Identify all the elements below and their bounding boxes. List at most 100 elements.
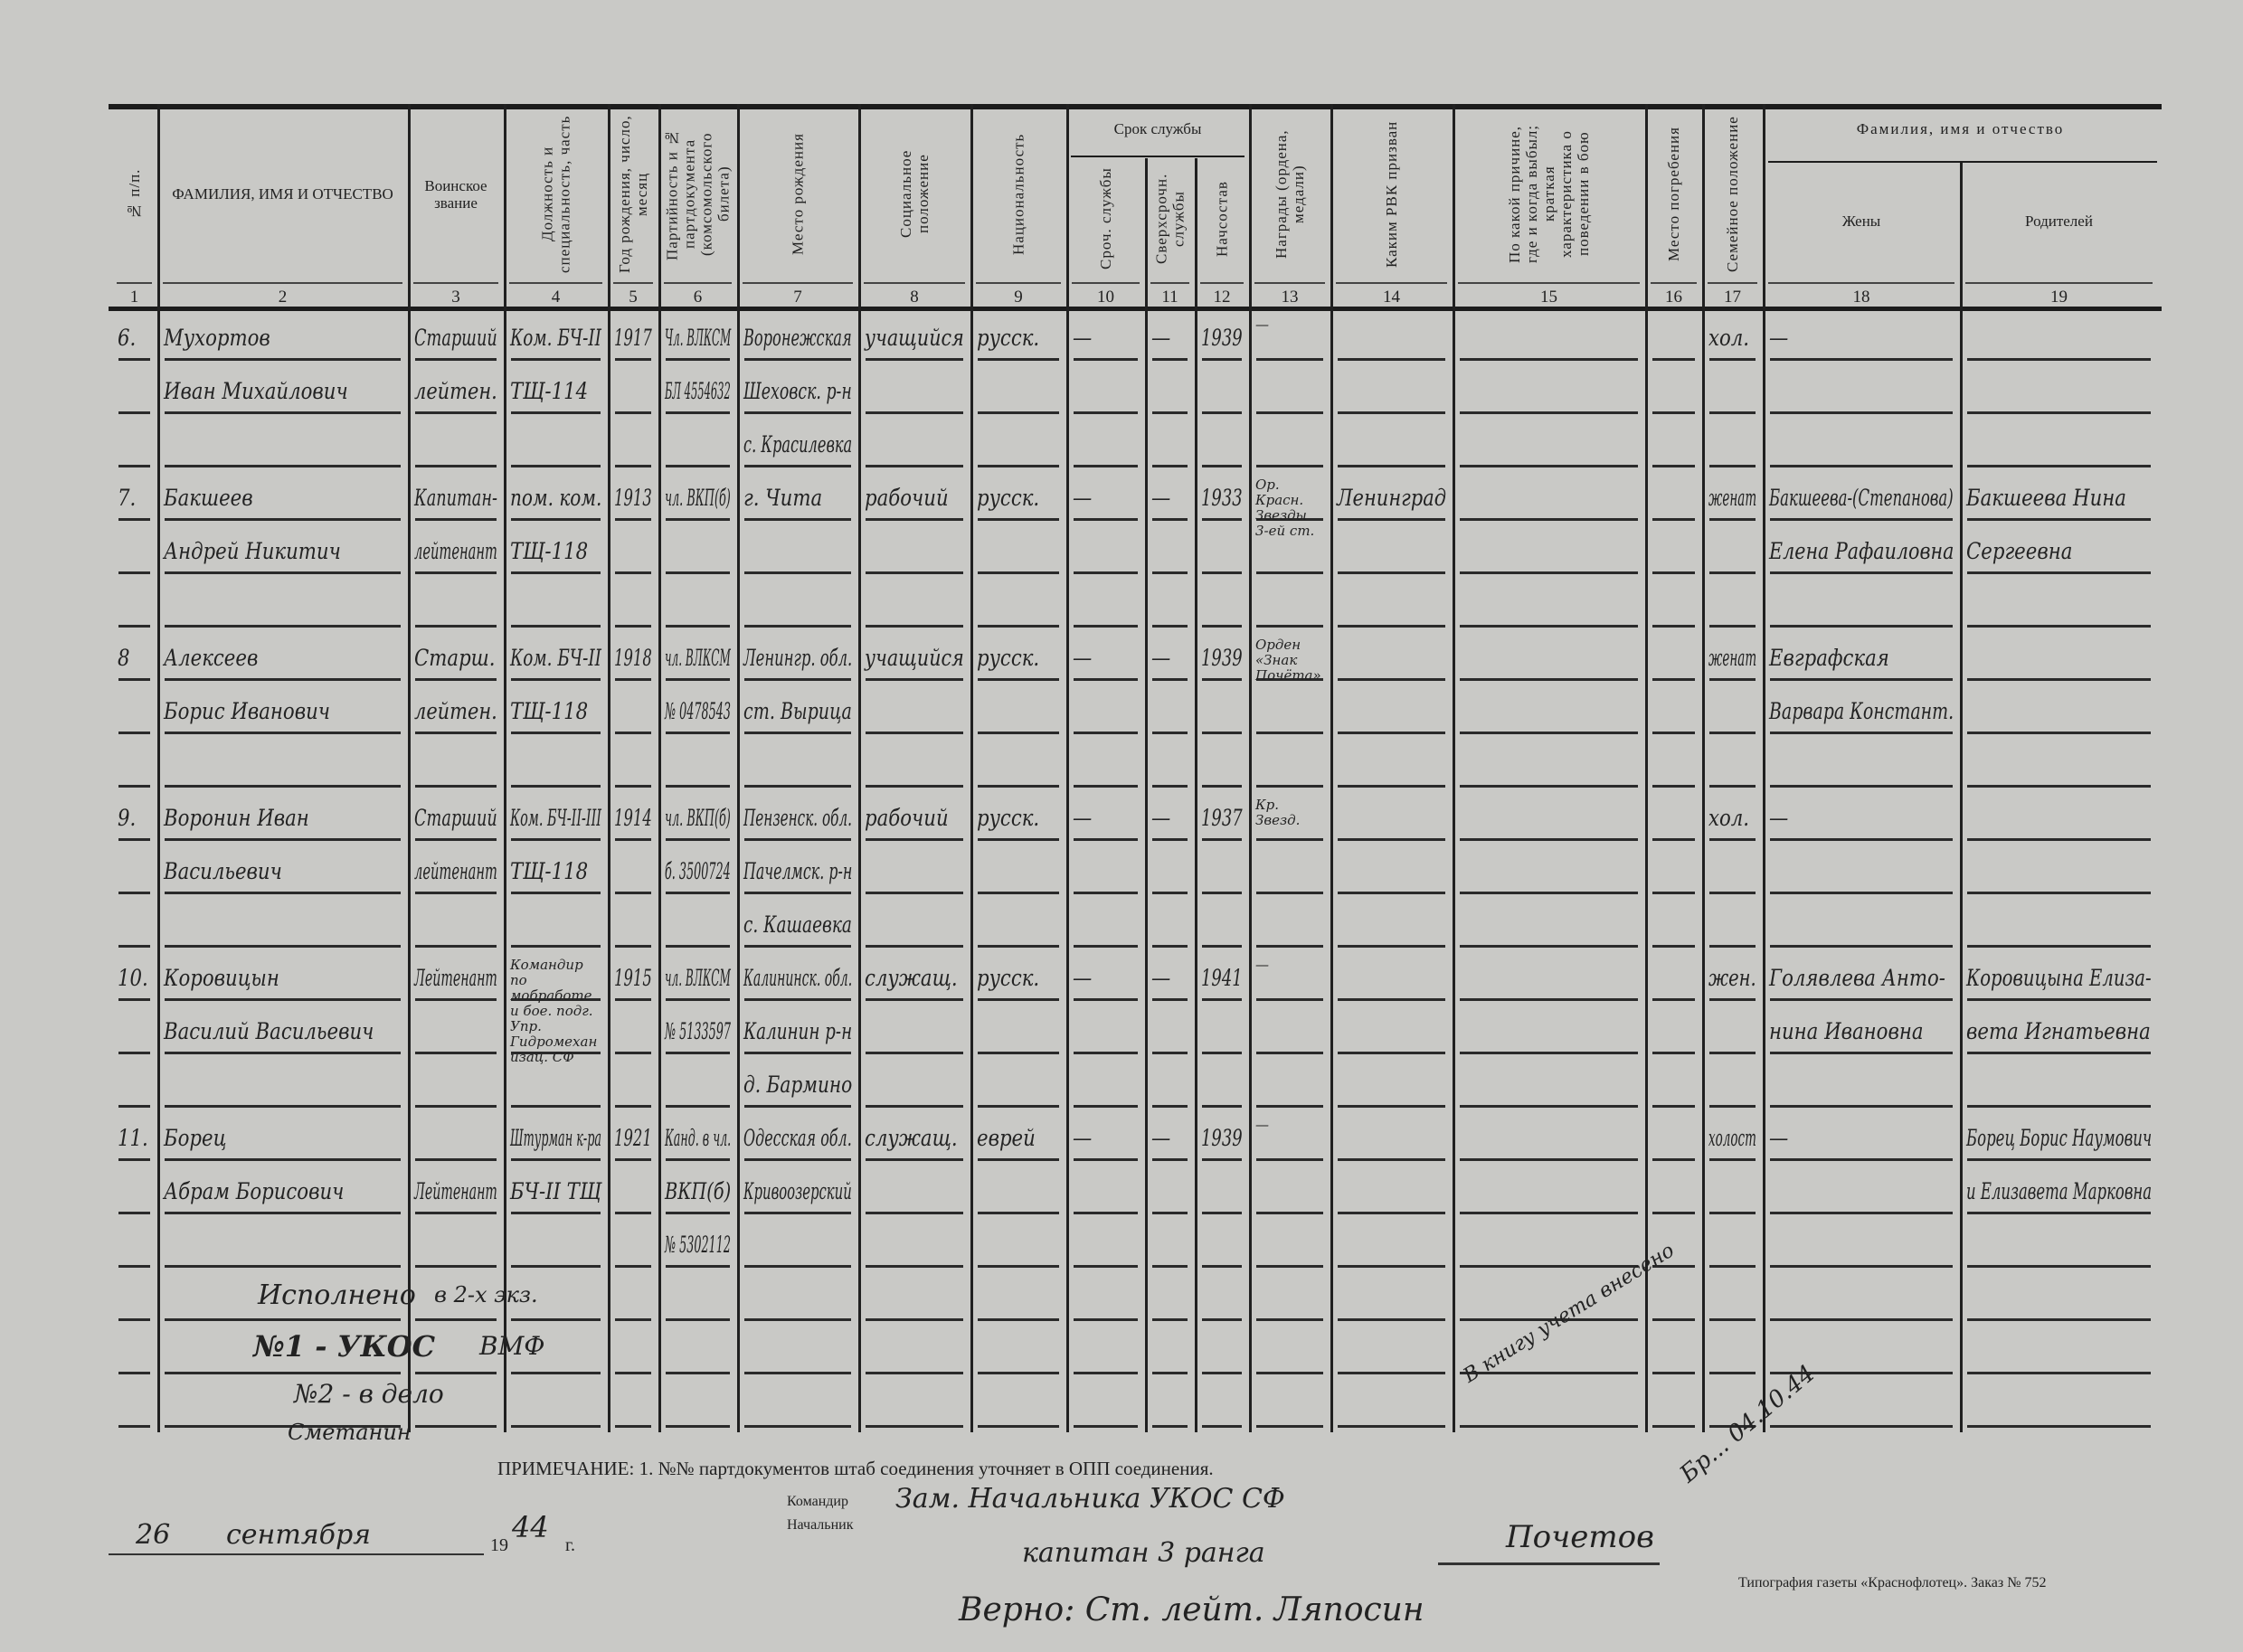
column-header-16: Место погребения bbox=[1665, 127, 1682, 261]
column-header-15: По какой причине, где и когда выбыл; кра… bbox=[1506, 124, 1592, 264]
row-rule bbox=[1709, 411, 1756, 414]
copy1-org: ВМФ bbox=[479, 1331, 545, 1361]
record-cell: рабочий bbox=[865, 485, 949, 511]
row-rule bbox=[978, 945, 1059, 948]
row-rule bbox=[1967, 1158, 2151, 1161]
row-rule bbox=[1709, 1372, 1756, 1374]
printer-imprint: Типография газеты «Краснофлотец». Заказ … bbox=[1738, 1575, 2047, 1591]
row-rule bbox=[1338, 465, 1445, 467]
record-cell: Кр. Звезд. bbox=[1255, 797, 1301, 828]
row-rule bbox=[118, 732, 150, 734]
row-rule bbox=[511, 358, 601, 361]
row-rule bbox=[615, 1318, 651, 1321]
row-rule bbox=[1460, 1318, 1638, 1321]
record-cell: Старший bbox=[414, 805, 497, 831]
record-cell: Чл. ВЛКСМ bbox=[665, 325, 732, 351]
service-term-rule bbox=[1071, 156, 1245, 157]
row-rule bbox=[118, 518, 150, 521]
row-rule bbox=[866, 625, 963, 628]
row-rule bbox=[615, 571, 651, 574]
row-rule bbox=[1202, 411, 1242, 414]
row-rule bbox=[1074, 1372, 1138, 1374]
header-number-rule bbox=[163, 282, 402, 284]
row-rule bbox=[615, 411, 651, 414]
record-cell: ст. Вырица bbox=[743, 698, 852, 724]
record-cell: чл. ВЛКСМ bbox=[665, 965, 731, 991]
row-rule bbox=[1202, 1425, 1242, 1428]
record-cell: 1921 bbox=[614, 1125, 652, 1151]
column-divider bbox=[1249, 104, 1252, 1432]
row-rule bbox=[1652, 465, 1695, 467]
record-cell: лейтенант bbox=[414, 858, 497, 884]
row-rule bbox=[615, 892, 651, 894]
record-cell: Ленингр. обл. bbox=[743, 645, 853, 671]
row-rule bbox=[1338, 945, 1445, 948]
row-rule bbox=[1770, 998, 1953, 1001]
header-number-rule bbox=[117, 282, 152, 284]
column-header-13: Награды (ордена, медали) bbox=[1273, 129, 1307, 259]
row-rule bbox=[511, 1425, 601, 1428]
row-rule bbox=[1074, 1105, 1138, 1108]
row-rule bbox=[1652, 571, 1695, 574]
header-number-rule bbox=[413, 282, 498, 284]
row-rule bbox=[511, 1212, 601, 1214]
row-rule bbox=[1967, 1052, 2151, 1054]
row-rule bbox=[1074, 1425, 1138, 1428]
row-rule bbox=[1460, 411, 1638, 414]
row-rule bbox=[1967, 1105, 2151, 1108]
row-rule bbox=[511, 411, 601, 414]
row-rule bbox=[511, 892, 601, 894]
record-number: 9. bbox=[118, 805, 137, 831]
row-rule bbox=[1460, 465, 1638, 467]
row-rule bbox=[415, 1265, 497, 1268]
row-rule bbox=[118, 1052, 150, 1054]
row-rule bbox=[165, 1372, 401, 1374]
row-rule bbox=[615, 732, 651, 734]
row-rule bbox=[165, 358, 401, 361]
record-cell: учащийся bbox=[865, 645, 964, 671]
record-cell: Ком. БЧ-II bbox=[510, 325, 601, 351]
header-number-rule bbox=[864, 282, 965, 284]
row-rule bbox=[1074, 625, 1138, 628]
record-cell: Сергеевна bbox=[1966, 538, 2073, 564]
record-cell: Кривоозерский bbox=[743, 1178, 852, 1204]
row-rule bbox=[1709, 998, 1756, 1001]
record-cell: Одесская обл. bbox=[743, 1125, 852, 1151]
record-cell: № 5302112 bbox=[665, 1232, 731, 1258]
column-header-2: ФАМИЛИЯ, ИМЯ И ОТЧЕСТВО bbox=[172, 185, 393, 203]
row-rule bbox=[165, 625, 401, 628]
record-cell: 1941 bbox=[1201, 965, 1243, 991]
row-rule bbox=[866, 1105, 963, 1108]
column-number: 12 bbox=[1213, 288, 1231, 307]
record-cell: русск. bbox=[977, 485, 1040, 511]
record-cell: Мухортов bbox=[164, 325, 270, 351]
row-rule bbox=[1256, 1105, 1323, 1108]
row-rule bbox=[1152, 518, 1188, 521]
row-rule bbox=[1256, 1318, 1323, 1321]
record-cell: ТЩ-114 bbox=[510, 378, 589, 404]
row-rule bbox=[1152, 358, 1188, 361]
row-rule bbox=[415, 1318, 497, 1321]
record-cell: — bbox=[1073, 965, 1093, 991]
record-cell: — bbox=[1151, 485, 1171, 511]
column-divider bbox=[1066, 104, 1069, 1432]
row-rule bbox=[1152, 1052, 1188, 1054]
row-rule bbox=[1709, 1105, 1756, 1108]
record-cell: с. Кашаевка bbox=[743, 911, 852, 938]
row-rule bbox=[1152, 678, 1188, 681]
row-rule bbox=[866, 1318, 963, 1321]
row-rule bbox=[1770, 411, 1953, 414]
row-rule bbox=[666, 1372, 730, 1374]
row-rule bbox=[978, 1052, 1059, 1054]
row-rule bbox=[415, 785, 497, 788]
row-rule bbox=[666, 892, 730, 894]
record-cell: Воронин Иван bbox=[164, 805, 309, 831]
row-rule bbox=[1770, 625, 1953, 628]
row-rule bbox=[744, 1052, 851, 1054]
row-rule bbox=[1460, 1052, 1638, 1054]
record-cell: еврей bbox=[977, 1125, 1036, 1151]
row-rule bbox=[1460, 892, 1638, 894]
record-cell: 1937 bbox=[1201, 805, 1243, 831]
row-rule bbox=[1074, 1265, 1138, 1268]
row-rule bbox=[1652, 1318, 1695, 1321]
